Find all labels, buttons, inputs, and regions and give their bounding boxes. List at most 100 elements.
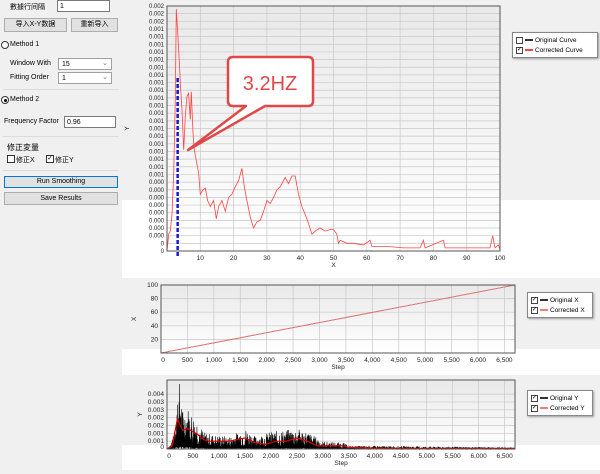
x-tick-label: 100 — [495, 255, 506, 262]
series-line-corrected-curve — [166, 9, 501, 252]
legend-checkbox[interactable]: ✓ — [531, 296, 538, 304]
legend-item-original-curve[interactable]: Original Curve — [516, 35, 594, 45]
legend-checkbox[interactable] — [516, 36, 523, 44]
y-tick-label: 0.001 — [149, 42, 165, 48]
chevron-down-icon: ⌄ — [102, 60, 108, 67]
legend-checkbox[interactable]: ✓ — [516, 46, 523, 54]
y-tick-label: 0.001 — [149, 104, 165, 110]
x-tick-label: 6,000 — [471, 453, 488, 460]
window-with-label: Window With — [10, 60, 51, 67]
window-with-value: 15 — [62, 61, 70, 68]
callout-bubble — [186, 55, 315, 152]
legend-item-corrected-curve[interactable]: ✓ Corrected Curve — [516, 45, 594, 55]
x-tick-label: 80 — [430, 255, 438, 262]
x-tick-label: 1,000 — [206, 357, 223, 364]
x-tick-label: 20 — [230, 255, 238, 262]
x-tick-label: 90 — [463, 255, 471, 262]
legend-item-original-x[interactable]: ✓ Original X — [531, 295, 589, 305]
x-tick-label: 2,000 — [263, 453, 280, 460]
legend-checkbox[interactable]: ✓ — [531, 306, 538, 314]
x-tick-label: 3,000 — [315, 453, 332, 460]
correct-x-label: 修正X — [16, 157, 35, 164]
x-tick-label: 5,500 — [445, 453, 462, 460]
window-with-select[interactable]: 15 ⌄ — [58, 58, 112, 70]
y-tick-label: 20 — [151, 336, 159, 343]
y-tick-label: 0.001 — [148, 438, 165, 445]
legend-label: Corrected Y — [550, 404, 585, 412]
frequency-factor-input[interactable]: 0.96 — [64, 116, 116, 128]
divider — [3, 136, 119, 137]
import-xy-button[interactable]: 导入X-Y数据 — [4, 18, 67, 32]
y-tick-label: 0.001 — [149, 119, 165, 125]
legend-checkbox[interactable]: ✓ — [531, 404, 538, 412]
y-tick-label: 0.002 — [149, 19, 165, 25]
method2-radio[interactable] — [1, 96, 9, 104]
series-line-corrected-x — [160, 284, 516, 354]
series-line-corrected-y — [166, 417, 515, 450]
y-tick-label: 80 — [151, 296, 159, 303]
plot-border — [160, 284, 516, 354]
legend-label: Original X — [550, 296, 579, 304]
legend-item-original-y[interactable]: ✓ Original Y — [531, 393, 589, 403]
legend-frequency-chart: Original Curve ✓ Corrected Curve — [512, 32, 598, 58]
legend-checkbox[interactable]: ✓ — [531, 394, 538, 402]
y-tick-label: 60 — [151, 309, 159, 316]
legend-x-chart: ✓ Original X ✓ Corrected X — [527, 292, 593, 318]
reimport-button[interactable]: 重新导入 — [71, 18, 118, 32]
row-interval-input[interactable]: 1 — [57, 0, 110, 12]
legend-label: Corrected Curve — [535, 46, 583, 54]
y-tick-label: 0.003 — [148, 399, 165, 406]
annotation-callout: 3.2HZ — [176, 55, 315, 258]
y-tick-label: 0.001 — [149, 73, 165, 79]
y-axis-label: Y — [124, 126, 131, 131]
x-tick-label: 6,000 — [470, 357, 487, 364]
callout-text: 3.2HZ — [243, 73, 297, 95]
y-tick-label: 0.003 — [148, 407, 165, 414]
x-tick-label: 4,000 — [367, 453, 384, 460]
save-results-button[interactable]: Save Results — [4, 192, 118, 205]
method1-radio[interactable] — [1, 41, 9, 49]
x-tick-label: 4,000 — [364, 357, 381, 364]
x-tick-label: 500 — [188, 453, 199, 460]
y-tick-label: 0.002 — [149, 4, 165, 10]
run-smoothing-button[interactable]: Run Smoothing — [4, 176, 118, 188]
correct-x-checkbox[interactable] — [7, 155, 15, 163]
y-tick-label: 0.001 — [148, 430, 165, 437]
y-tick-label: 0 — [161, 249, 165, 255]
correct-y-checkbox[interactable]: ✓ — [46, 155, 54, 163]
x-tick-label: 0 — [167, 453, 171, 460]
fitting-order-select[interactable]: 1 ⌄ — [58, 72, 112, 84]
x-axis-label: Step — [331, 364, 345, 371]
x-tick-label: 40 — [297, 255, 305, 262]
x-tick-label: 60 — [363, 255, 371, 262]
plot-border — [166, 379, 516, 450]
y-tick-label: 0.001 — [149, 142, 165, 148]
y-tick-label: 0.000 — [149, 195, 165, 201]
x-tick-label: 4,500 — [393, 453, 410, 460]
row-interval-label: 數據行间隔 — [10, 4, 45, 11]
legend-item-corrected-y[interactable]: ✓ Corrected Y — [531, 403, 589, 413]
y-tick-label: 0.001 — [149, 111, 165, 117]
x-tick-label: 5,000 — [417, 357, 434, 364]
y-tick-label: 0.001 — [149, 81, 165, 87]
x-axis-label: Step — [334, 460, 348, 467]
y-tick-label: 0.001 — [149, 35, 165, 41]
y-tick-label: 0.000 — [149, 180, 165, 186]
frequency-chart: 000.0000.0000.0000.0000.0000.0000.0000.0… — [124, 4, 506, 269]
x-tick-label: 1,500 — [232, 357, 249, 364]
x-tick-label: 500 — [182, 357, 193, 364]
x-tick-label: 3,500 — [341, 453, 358, 460]
y-tick-label: 0.001 — [149, 58, 165, 64]
x-tick-label: 6,500 — [496, 453, 513, 460]
legend-item-corrected-x[interactable]: ✓ Corrected X — [531, 305, 589, 315]
x-tick-label: 2,500 — [289, 453, 306, 460]
y-tick-label: 0.001 — [149, 96, 165, 102]
y-tick-label: 0.004 — [148, 391, 165, 398]
correct-vars-label: 修正変量 — [7, 143, 39, 152]
x-tick-label: 1,500 — [237, 453, 254, 460]
series-line-original-y — [167, 383, 516, 451]
plot-area — [167, 380, 515, 449]
fitting-order-value: 1 — [62, 75, 66, 82]
